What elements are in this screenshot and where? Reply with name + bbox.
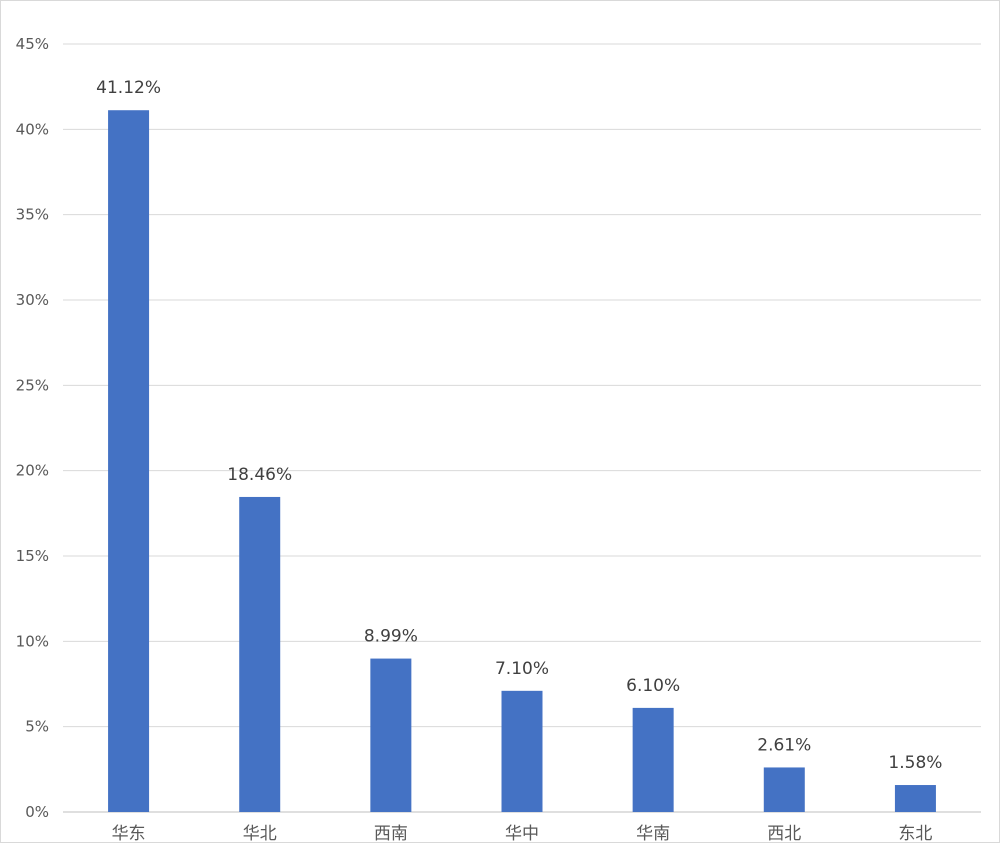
y-tick-label: 0% bbox=[25, 803, 49, 821]
data-label: 2.61% bbox=[757, 735, 811, 755]
data-label: 18.46% bbox=[227, 465, 292, 485]
y-tick-label: 5% bbox=[25, 718, 49, 736]
y-tick-label: 10% bbox=[16, 632, 49, 650]
data-label: 41.12% bbox=[96, 78, 161, 98]
bar bbox=[632, 707, 674, 812]
category-label: 西南 bbox=[374, 824, 408, 842]
category-label: 东北 bbox=[898, 824, 932, 842]
y-tick-label: 15% bbox=[16, 547, 49, 565]
bar bbox=[501, 690, 543, 812]
category-label: 华中 bbox=[505, 824, 539, 842]
x-axis-category-labels: 华东 华北 西南 华中 华南 西北 东北 bbox=[112, 824, 933, 842]
y-tick-label: 20% bbox=[16, 462, 49, 480]
bars bbox=[108, 110, 936, 812]
bar bbox=[239, 496, 281, 812]
y-tick-label: 35% bbox=[16, 206, 49, 224]
data-label: 6.10% bbox=[626, 676, 680, 696]
y-axis-tick-labels: 0% 5% 10% 15% 20% 25% 30% 35% 40% 45% bbox=[16, 35, 49, 821]
data-label: 1.58% bbox=[888, 753, 942, 773]
bar bbox=[370, 658, 412, 812]
data-label: 7.10% bbox=[495, 659, 549, 679]
bar bbox=[763, 767, 805, 812]
category-label: 华南 bbox=[636, 824, 670, 842]
data-labels: 41.12% 18.46% 8.99% 7.10% 6.10% 2.61% 1.58% bbox=[96, 78, 942, 773]
category-label: 西北 bbox=[767, 824, 801, 842]
y-tick-label: 40% bbox=[16, 120, 49, 138]
y-tick-label: 30% bbox=[16, 291, 49, 309]
bar bbox=[108, 110, 150, 812]
category-label: 华东 bbox=[112, 824, 146, 842]
bar bbox=[894, 785, 936, 812]
y-tick-label: 25% bbox=[16, 376, 49, 394]
data-label: 8.99% bbox=[364, 627, 418, 647]
category-label: 华北 bbox=[243, 824, 277, 842]
gridlines bbox=[63, 43, 981, 813]
y-tick-label: 45% bbox=[16, 35, 49, 53]
